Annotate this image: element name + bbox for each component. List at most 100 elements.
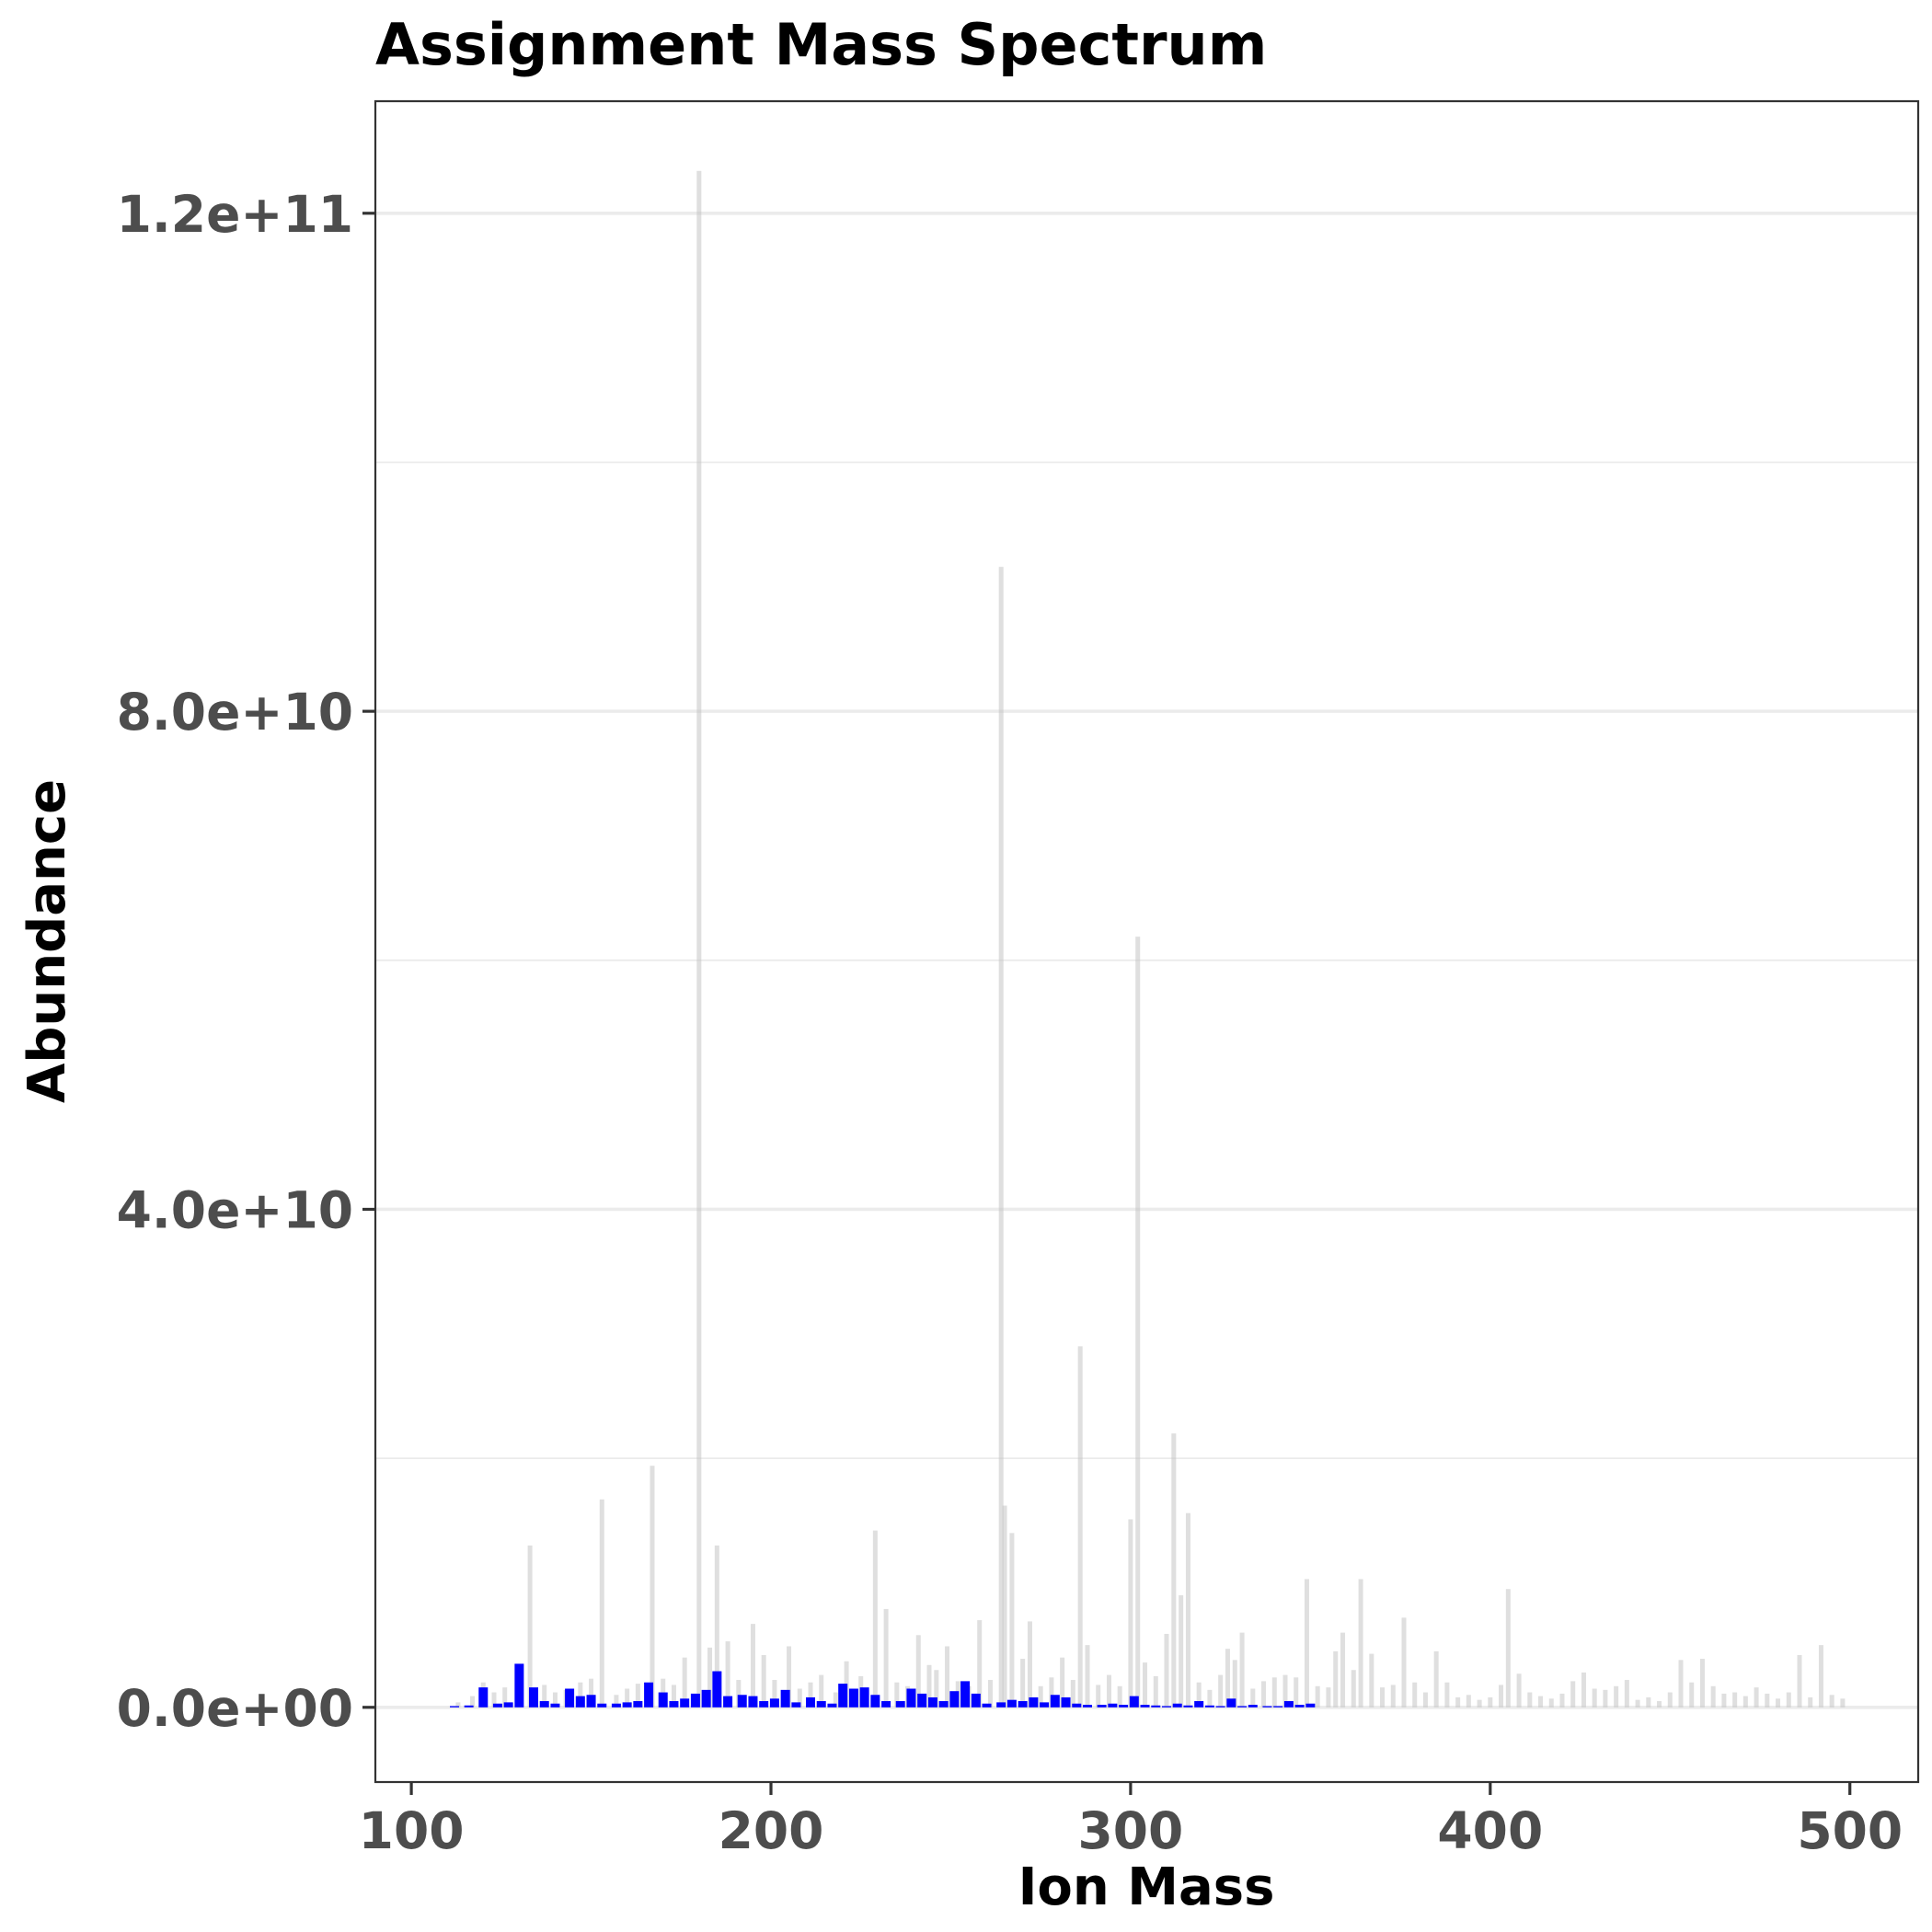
assigned-peak-bar — [690, 1693, 700, 1708]
assigned-peak-bar — [971, 1693, 981, 1708]
panel-border — [374, 99, 1920, 1784]
assigned-peak-bar — [859, 1687, 869, 1708]
assigned-peak-bar — [586, 1695, 596, 1708]
assigned-peak-bar — [816, 1701, 826, 1708]
assigned-peak-bar — [1237, 1706, 1248, 1708]
unassigned-peak-bar — [819, 1674, 824, 1708]
unassigned-peak-bar — [998, 567, 1004, 1708]
unassigned-peak-bar — [1225, 1649, 1230, 1708]
unassigned-peak-bar — [1390, 1685, 1396, 1708]
unassigned-peak-bar — [1009, 1533, 1015, 1708]
unassigned-peak-bar — [1422, 1692, 1428, 1708]
unassigned-peak-bar — [599, 1499, 604, 1708]
assigned-peak-bar — [927, 1696, 937, 1708]
unassigned-peak-bar — [1657, 1701, 1662, 1708]
assigned-peak-bar — [723, 1696, 733, 1708]
unassigned-peak-bar — [1315, 1685, 1320, 1708]
assigned-peak-bar — [769, 1698, 779, 1708]
assigned-peak-bar — [1172, 1703, 1182, 1708]
assigned-peak-bar — [503, 1702, 513, 1708]
assigned-peak-bar — [1097, 1705, 1107, 1708]
unassigned-peak-bar — [1070, 1680, 1075, 1708]
unassigned-peak-bar — [1776, 1698, 1781, 1708]
assigned-peak-bar — [1262, 1706, 1272, 1708]
unassigned-peak-bar — [926, 1664, 932, 1708]
assigned-peak-bar — [1083, 1705, 1092, 1708]
assigned-peak-bar — [906, 1688, 916, 1708]
unassigned-peak-bar — [1196, 1682, 1202, 1708]
assigned-peak-bar — [1305, 1703, 1316, 1708]
unassigned-peak-bar — [1232, 1660, 1237, 1708]
unassigned-peak-bar — [1678, 1660, 1684, 1708]
unassigned-peak-bar — [625, 1688, 630, 1708]
unassigned-peak-bar — [1135, 937, 1141, 1708]
x-tick-label: 300 — [1078, 1801, 1184, 1860]
assigned-peak-bar — [633, 1701, 643, 1708]
unassigned-peak-bar — [1038, 1685, 1043, 1708]
unassigned-peak-bar — [1570, 1681, 1576, 1708]
unassigned-peak-bar — [1477, 1699, 1482, 1708]
y-axis-title: Abundance — [17, 779, 77, 1103]
unassigned-peak-bar — [1538, 1696, 1544, 1708]
unassigned-peak-bar — [1369, 1653, 1374, 1708]
unassigned-peak-bar — [1742, 1696, 1748, 1708]
assigned-peak-bar — [780, 1689, 790, 1708]
unassigned-peak-bar — [1326, 1687, 1331, 1708]
unassigned-peak-bar — [470, 1696, 476, 1708]
assigned-peak-bar — [1162, 1706, 1171, 1708]
unassigned-peak-bar — [750, 1624, 755, 1708]
unassigned-peak-bar — [1060, 1657, 1065, 1708]
unassigned-peak-bar — [1380, 1687, 1386, 1708]
assigned-peak-bar — [658, 1692, 668, 1708]
unassigned-peak-bar — [1433, 1650, 1439, 1708]
assigned-peak-bar — [1273, 1706, 1283, 1708]
unassigned-peak-bar — [808, 1682, 813, 1708]
unassigned-peak-bar — [650, 1466, 655, 1708]
x-tick-label: 200 — [719, 1801, 824, 1860]
assigned-peak-bar — [982, 1703, 992, 1708]
assigned-peak-bar — [478, 1687, 489, 1708]
assigned-peak-bar — [917, 1693, 927, 1708]
unassigned-peak-bar — [1294, 1677, 1299, 1708]
unassigned-peak-bar — [552, 1692, 558, 1708]
unassigned-peak-bar — [614, 1695, 619, 1708]
unassigned-peak-bar — [1185, 1512, 1190, 1708]
chart-title: Assignment Mass Spectrum — [375, 11, 1267, 78]
x-tick-label: 100 — [359, 1801, 465, 1860]
x-tick-label: 400 — [1437, 1801, 1543, 1860]
assigned-peak-bar — [960, 1681, 971, 1708]
unassigned-peak-bar — [1548, 1698, 1554, 1708]
assigned-peak-bar — [529, 1687, 538, 1708]
assigned-peak-bar — [1072, 1703, 1082, 1708]
unassigned-peak-bar — [1710, 1685, 1716, 1708]
unassigned-peak-bar — [725, 1641, 730, 1708]
grid-lines — [375, 212, 1918, 1709]
unassigned-peak-bar — [1077, 1346, 1083, 1708]
unassigned-peak-bar — [1614, 1685, 1619, 1708]
unassigned-peak-bar — [1333, 1650, 1339, 1708]
unassigned-peak-bar — [1412, 1682, 1418, 1708]
unassigned-peak-bar — [1250, 1688, 1256, 1708]
assigned-peak-bar — [644, 1682, 654, 1708]
unassigned-peak-bar — [1117, 1685, 1122, 1708]
unassigned-peak-bar — [1271, 1677, 1277, 1708]
assigned-peak-bar — [996, 1702, 1006, 1708]
unassigned-peak-bar — [1153, 1675, 1158, 1708]
assigned-peak-bar — [895, 1701, 905, 1708]
y-tick-label: 0.0e+00 — [117, 1679, 353, 1738]
unassigned-peak-bar — [1218, 1674, 1224, 1708]
unassigned-peak-bar — [1128, 1519, 1133, 1708]
unassigned-peak-bar — [987, 1680, 993, 1708]
assigned-peak-bar — [1061, 1696, 1071, 1708]
assigned-peak-bar — [1183, 1705, 1193, 1708]
unassigned-peak-bar — [671, 1685, 676, 1708]
assigned-peak-bar — [1029, 1696, 1039, 1708]
y-tick-label: 8.0e+10 — [117, 683, 353, 742]
unassigned-peak-bar — [872, 1530, 878, 1708]
assigned-peak-bar — [450, 1706, 459, 1708]
assigned-peak-bar — [464, 1705, 474, 1708]
unassigned-peak-bar — [696, 170, 702, 1708]
assigned-peak-bar — [539, 1701, 549, 1708]
